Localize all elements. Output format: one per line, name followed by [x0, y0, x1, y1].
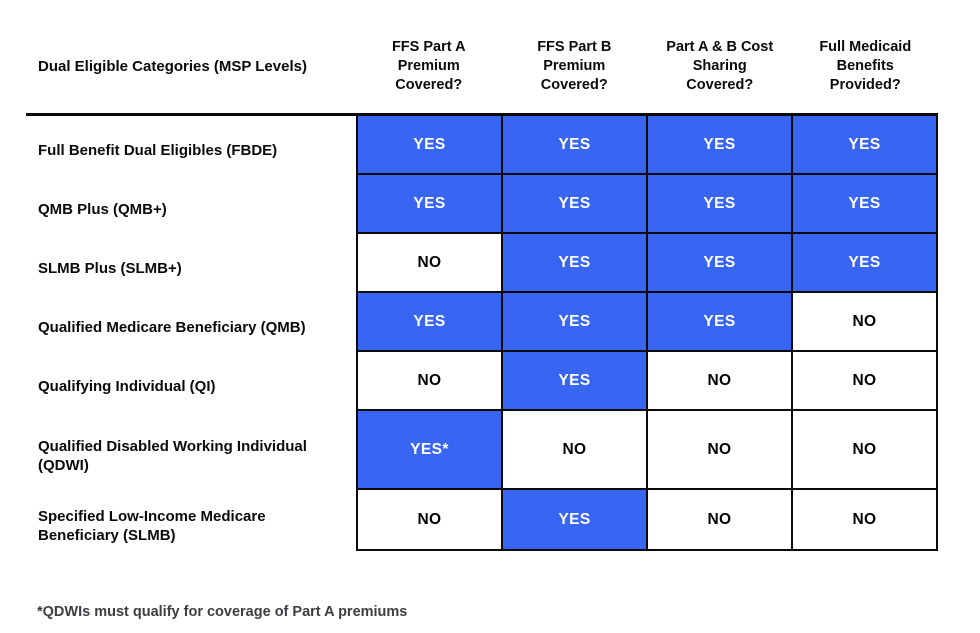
row-cells: YES YES YES YES	[356, 116, 938, 175]
row-cells: YES YES YES NO	[356, 293, 938, 352]
table-header: Dual Eligible Categories (MSP Levels) FF…	[0, 0, 980, 113]
table-row-fbde: Full Benefit Dual Eligibles (FBDE) YES Y…	[0, 116, 938, 175]
footnote: *QDWIs must qualify for coverage of Part…	[37, 604, 408, 620]
table-cell: NO	[791, 411, 936, 490]
table-cell: YES	[356, 116, 501, 175]
row-cells: NO YES NO NO	[356, 352, 938, 411]
table-cell: YES	[501, 293, 646, 352]
table-cell: YES	[356, 293, 501, 352]
table-cell: YES	[646, 234, 791, 293]
table-body: Full Benefit Dual Eligibles (FBDE) YES Y…	[0, 116, 938, 551]
table-row-qdwi: Qualified Disabled Working Individual (Q…	[0, 411, 938, 490]
table-cell: YES	[646, 175, 791, 234]
table-cell: YES	[501, 116, 646, 175]
table-cell: NO	[356, 490, 501, 551]
table-row-slmb: Specified Low-Income Medicare Beneficiar…	[0, 490, 938, 551]
column-header-cost-sharing: Part A & B Cost Sharing Covered?	[666, 38, 774, 93]
row-label: Qualified Disabled Working Individual (Q…	[38, 437, 307, 474]
table-cell: YES	[501, 175, 646, 234]
row-cells: NO YES YES YES	[356, 234, 938, 293]
row-label: Full Benefit Dual Eligibles (FBDE)	[38, 142, 278, 159]
table-row-qi: Qualifying Individual (QI) NO YES NO NO	[0, 352, 938, 411]
table-cell: NO	[646, 352, 791, 411]
table-cell: YES	[356, 175, 501, 234]
row-cells: YES* NO NO NO	[356, 411, 938, 490]
table-row-qmb: Qualified Medicare Beneficiary (QMB) YES…	[0, 293, 938, 352]
column-header-part-b-premium: FFS Part B Premium Covered?	[537, 38, 612, 93]
table-cell: NO	[791, 293, 936, 352]
table-cell: NO	[356, 352, 501, 411]
table-cell: YES	[501, 234, 646, 293]
table-cell: YES*	[356, 411, 501, 490]
table-cell: NO	[791, 352, 936, 411]
column-headers: FFS Part A Premium Covered? FFS Part B P…	[356, 36, 938, 96]
table-cell: NO	[791, 490, 936, 551]
row-label: SLMB Plus (SLMB+)	[38, 260, 182, 277]
column-header-full-medicaid: Full Medicaid Benefits Provided?	[819, 38, 912, 93]
table-cell: YES	[791, 234, 936, 293]
table-cell: NO	[646, 490, 791, 551]
row-cells: YES YES YES YES	[356, 175, 938, 234]
table-cell: YES	[646, 116, 791, 175]
table-cell: YES	[501, 490, 646, 551]
row-label: QMB Plus (QMB+)	[38, 201, 167, 218]
table-cell: NO	[501, 411, 646, 490]
row-header-title: Dual Eligible Categories (MSP Levels)	[38, 57, 307, 75]
column-header-part-a-premium: FFS Part A Premium Covered?	[391, 38, 466, 93]
table-row-qmb-plus: QMB Plus (QMB+) YES YES YES YES	[0, 175, 938, 234]
row-label: Specified Low-Income Medicare Beneficiar…	[38, 507, 266, 544]
row-cells: NO YES NO NO	[356, 490, 938, 551]
table-cell: YES	[791, 116, 936, 175]
row-label: Qualified Medicare Beneficiary (QMB)	[38, 319, 306, 336]
table-cell: YES	[646, 293, 791, 352]
table-cell: YES	[791, 175, 936, 234]
table-row-slmb-plus: SLMB Plus (SLMB+) NO YES YES YES	[0, 234, 938, 293]
table-cell: YES	[501, 352, 646, 411]
row-label: Qualifying Individual (QI)	[38, 378, 216, 395]
table-cell: NO	[646, 411, 791, 490]
header-divider	[26, 113, 938, 116]
table-cell: NO	[356, 234, 501, 293]
